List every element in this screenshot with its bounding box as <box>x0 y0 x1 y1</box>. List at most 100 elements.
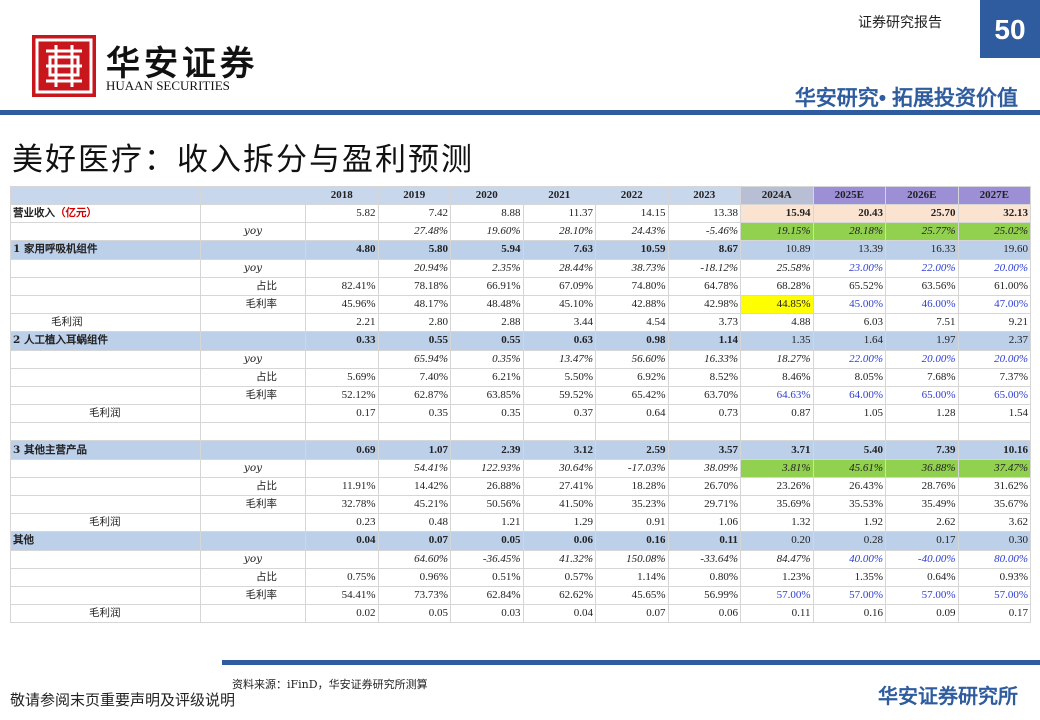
table-cell: 28.44% <box>522 258 596 278</box>
table-cell: 20.00% <box>957 349 1031 369</box>
row-label <box>10 258 201 278</box>
table-cell: 5.40 <box>812 440 886 460</box>
table-cell: 7.40% <box>377 367 451 387</box>
table-cell: 0.75% <box>305 567 379 587</box>
table-cell: 29.71% <box>667 494 741 515</box>
table-cell: 35.49% <box>885 494 959 515</box>
row-sublabel: yoy <box>200 458 306 478</box>
table-cell <box>957 422 1031 442</box>
table-cell: 8.67 <box>667 240 741 260</box>
table-cell: 0.07 <box>377 531 451 551</box>
table-cell: 47.00% <box>957 294 1031 315</box>
table-cell: 0.20 <box>740 531 814 551</box>
table-cell: 5.80 <box>377 240 451 260</box>
row-label-text: 其他 <box>13 534 34 547</box>
table-cell: 54.41% <box>305 585 379 606</box>
table-cell: 38.73% <box>595 258 669 278</box>
table-row: 毛利率 32.78% 45.21% 50.56% 41.50% 35.23% 29.71% 3… <box>10 494 1031 515</box>
table-cell: 80.00% <box>957 549 1031 569</box>
table-row: yoy 54.41% 122.93% 30.64% -17.03% 38.09% 3.81%… <box>10 458 1031 478</box>
table-cell: 5.69% <box>305 367 379 387</box>
table-cell: 4.54 <box>595 313 669 333</box>
row-label <box>10 276 201 296</box>
column-header: 2024A <box>740 186 814 205</box>
table-cell: 0.30 <box>957 531 1031 551</box>
slogan: 华安研究• 拓展投资价值 <box>794 87 1018 110</box>
table-cell: 5.94 <box>450 240 524 260</box>
table-cell: 3.62 <box>957 513 1031 533</box>
column-header: 2026E <box>885 186 959 205</box>
row-label: 1 家用呼吸机组件 <box>10 240 201 260</box>
table-cell: 23.26% <box>740 476 814 497</box>
row-sublabel <box>200 513 306 533</box>
table-cell <box>305 258 379 278</box>
table-cell: 62.84% <box>450 585 524 606</box>
table-cell: 2.35% <box>450 258 524 278</box>
table-cell: 5.50% <box>522 367 596 387</box>
table-cell: 25.70 <box>885 203 959 224</box>
page-number: 50 <box>980 0 1040 58</box>
table-row: 2018 2019 2020 2021 2022 2023 2024A 2025E 2026E 2… <box>10 186 1031 205</box>
table-cell <box>450 422 524 442</box>
row-sublabel: yoy <box>200 258 306 278</box>
table-cell: 0.51% <box>450 567 524 587</box>
table-cell: 23.00% <box>812 258 886 278</box>
table-cell: 0.80% <box>667 567 741 587</box>
table-row: 3 其他主营产品 0.69 1.07 2.39 3.12 2.59 3.57 3.71 5.40… <box>10 440 1031 460</box>
table-cell: 10.89 <box>740 240 814 260</box>
table-cell: 0.48 <box>377 513 451 533</box>
table-cell: 0.06 <box>522 531 596 551</box>
table-cell: 6.03 <box>812 313 886 333</box>
row-sublabel: 毛利率 <box>200 494 306 515</box>
row-sublabel: 毛利率 <box>200 294 306 315</box>
table-cell: 35.67% <box>957 494 1031 515</box>
table-cell: 35.23% <box>595 494 669 515</box>
table-cell: 13.47% <box>522 349 596 369</box>
column-header: 2022 <box>595 186 669 205</box>
row-label <box>10 476 201 497</box>
table-cell: 0.16 <box>812 604 886 624</box>
table-cell: 0.91 <box>595 513 669 533</box>
table-cell: 63.56% <box>885 276 959 296</box>
table-cell: 0.11 <box>740 604 814 624</box>
table-cell: 0.33 <box>305 331 379 351</box>
table-cell: -33.64% <box>667 549 741 569</box>
page-title: 美好医疗：收入拆分与盈利预测 <box>12 142 474 178</box>
row-sublabel <box>200 404 306 424</box>
table-cell: 0.73 <box>667 404 741 424</box>
table-cell: 35.69% <box>740 494 814 515</box>
row-label: 2 人工植入耳蜗组件 <box>10 331 201 351</box>
table-row: 营业收入（亿元） 5.82 7.42 8.88 11.37 14.15 13.38 15.94… <box>10 203 1031 224</box>
column-header: 2019 <box>377 186 451 205</box>
table-cell: 7.63 <box>522 240 596 260</box>
table-cell: 20.94% <box>377 258 451 278</box>
table-cell: 65.52% <box>812 276 886 296</box>
row-label: 其他 <box>10 531 201 551</box>
table-cell: 0.07 <box>595 604 669 624</box>
table-cell: 19.60% <box>450 222 524 242</box>
table-row: yoy 64.60% -36.45% 41.32% 150.08% -33.64% 84.4… <box>10 549 1031 569</box>
table-cell: 26.88% <box>450 476 524 497</box>
table-cell: 1.06 <box>667 513 741 533</box>
row-sublabel <box>200 531 306 551</box>
table-cell: 3.73 <box>667 313 741 333</box>
table-cell: 64.78% <box>667 276 741 296</box>
row-sublabel <box>200 331 306 351</box>
table-cell: 3.71 <box>740 440 814 460</box>
row-sublabel: 占比 <box>200 276 306 296</box>
table-cell: 9.21 <box>957 313 1031 333</box>
row-sublabel <box>200 313 306 333</box>
table-cell <box>377 422 451 442</box>
table-cell: 0.04 <box>522 604 596 624</box>
row-sublabel <box>200 604 306 624</box>
table-cell: 2.37 <box>957 331 1031 351</box>
table-cell: 18.28% <box>595 476 669 497</box>
table-row: 占比 11.91% 14.42% 26.88% 27.41% 18.28% 26.70% 23… <box>10 476 1031 497</box>
row-sublabel: yoy <box>200 222 306 242</box>
table-cell: 41.32% <box>522 549 596 569</box>
table-cell: 1.21 <box>450 513 524 533</box>
table-cell: 1.92 <box>812 513 886 533</box>
row-label <box>10 494 201 515</box>
table-cell: 64.60% <box>377 549 451 569</box>
row-label: 毛利润 <box>10 604 201 624</box>
